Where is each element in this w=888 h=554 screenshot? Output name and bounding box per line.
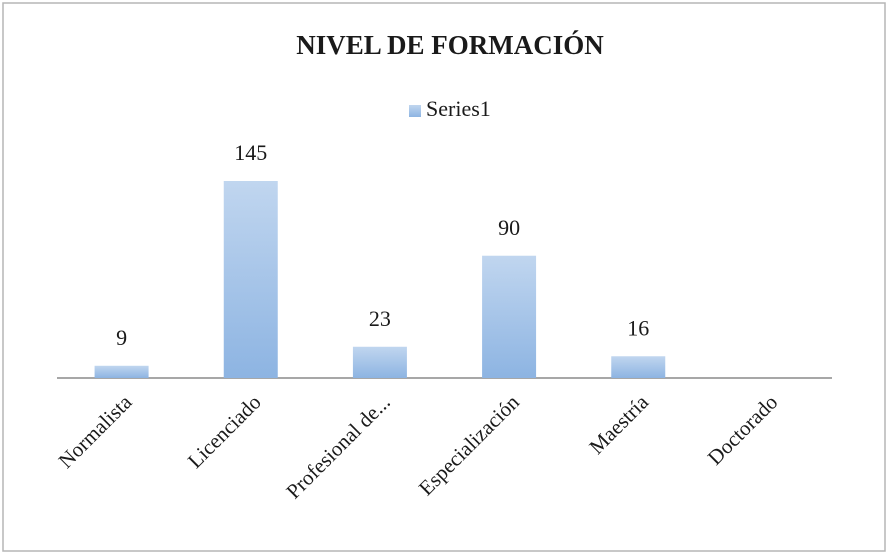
data-label: 23 (369, 306, 391, 331)
legend-swatch (409, 105, 421, 117)
data-label: 16 (627, 315, 649, 340)
legend-label: Series1 (426, 96, 491, 121)
bar (352, 346, 407, 378)
bar (482, 255, 537, 378)
chart-title: NIVEL DE FORMACIÓN (296, 30, 604, 60)
bar (94, 365, 149, 378)
bar (223, 181, 278, 378)
bar (611, 356, 666, 378)
data-label: 9 (116, 325, 127, 350)
data-label: 145 (234, 140, 267, 165)
data-label: 90 (498, 215, 520, 240)
